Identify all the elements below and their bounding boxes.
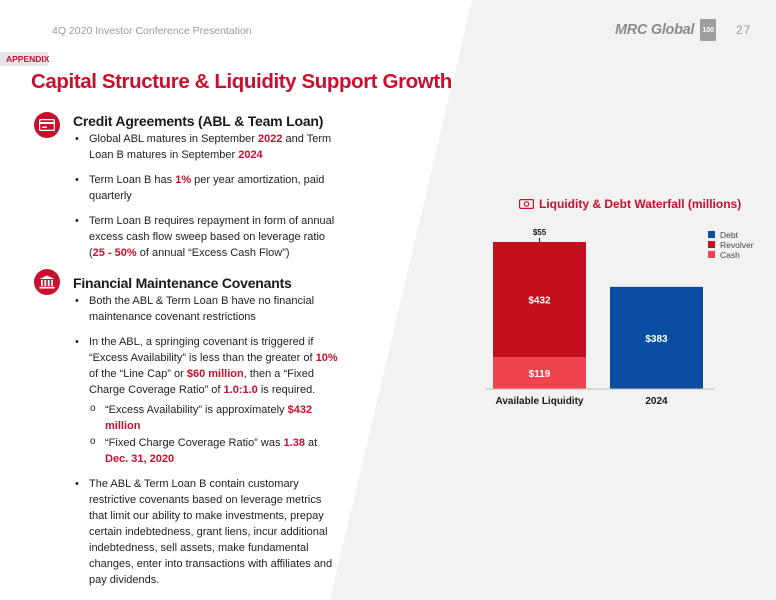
list-item: “Fixed Charge Coverage Ratio” was 1.38 a… bbox=[89, 434, 338, 467]
legend-swatch-revolver bbox=[708, 241, 715, 248]
legend-label-revolver: Revolver bbox=[720, 240, 754, 250]
liquidity-waterfall-chart: $119 $432 Available Liquidity $383 2024 $55 De… bbox=[485, 228, 754, 407]
list-item: Both the ABL & Term Loan B have no finan… bbox=[72, 293, 338, 325]
legend-swatch-debt bbox=[708, 231, 715, 238]
credit-agreements-list: Global ABL matures in September 2022 and… bbox=[72, 131, 338, 270]
appendix-tag: APPENDIX bbox=[0, 52, 49, 66]
bar-cash-1 bbox=[493, 357, 586, 389]
credit-card-icon bbox=[34, 112, 60, 138]
covenants-sublist: “Excess Availability” is approximately $… bbox=[89, 401, 338, 467]
covenants-title: Financial Maintenance Covenants bbox=[73, 275, 292, 291]
list-item: Term Loan B requires repayment in form o… bbox=[72, 213, 338, 261]
legend-label-cash: Cash bbox=[720, 250, 740, 260]
bar-debt-2 bbox=[610, 286, 703, 389]
annotation-label: $55 bbox=[533, 228, 547, 237]
chart-title: Liquidity & Debt Waterfall (millions) bbox=[519, 197, 741, 211]
data-label: $383 bbox=[645, 334, 668, 345]
list-item: In the ABL, a springing covenant is trig… bbox=[72, 334, 338, 467]
legend-swatch-cash bbox=[708, 251, 715, 258]
list-item: “Excess Availability” is approximately $… bbox=[89, 401, 338, 434]
bar-revolver-1 bbox=[493, 242, 586, 358]
credit-agreements-title: Credit Agreements (ABL & Team Loan) bbox=[73, 113, 324, 129]
logo-badge: 100 bbox=[700, 19, 717, 41]
page-title: Capital Structure & Liquidity Support Gr… bbox=[31, 70, 452, 93]
list-item: Global ABL matures in September 2022 and… bbox=[72, 131, 338, 163]
data-label: $432 bbox=[528, 296, 551, 307]
covenants-list: Both the ABL & Term Loan B have no finan… bbox=[72, 293, 338, 597]
list-item: The ABL & Term Loan B contain customary … bbox=[72, 476, 338, 588]
chart-title-text: Liquidity & Debt Waterfall (millions) bbox=[539, 197, 742, 211]
bank-building-icon bbox=[34, 269, 60, 295]
list-item: Term Loan B has 1% per year amortization… bbox=[72, 172, 338, 204]
data-label: $119 bbox=[529, 369, 551, 380]
page-number: 27 bbox=[736, 23, 752, 37]
presentation-subtitle: 4Q 2020 Investor Conference Presentation bbox=[52, 25, 252, 37]
money-icon bbox=[519, 199, 534, 209]
logo-text: MRC Global bbox=[615, 22, 695, 38]
x-tick-label: Available Liquidity bbox=[496, 396, 584, 407]
x-tick-label: 2024 bbox=[645, 396, 668, 407]
company-logo: MRC Global 100 bbox=[615, 18, 717, 42]
legend-label-debt: Debt bbox=[720, 230, 739, 240]
